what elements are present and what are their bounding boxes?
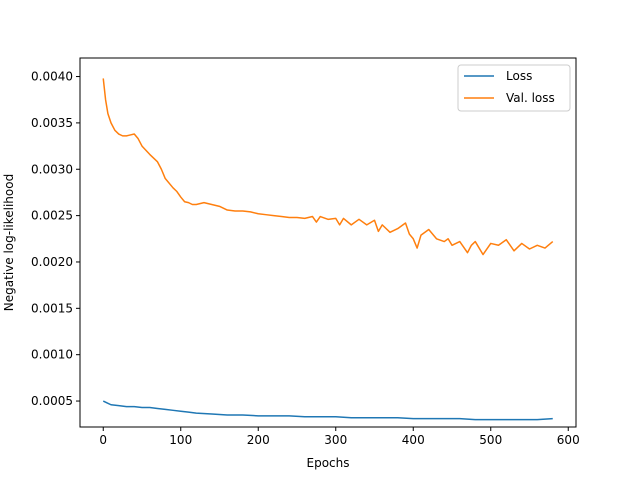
x-tick-label: 100 <box>169 433 192 447</box>
x-tick-label: 300 <box>324 433 347 447</box>
y-tick-label: 0.0020 <box>31 255 73 269</box>
y-tick-label: 0.0025 <box>31 209 73 223</box>
series-line-val-loss <box>102 78 554 256</box>
y-tick-label: 0.0035 <box>31 116 73 130</box>
axes-frame <box>79 57 577 428</box>
series-layer <box>102 78 554 421</box>
y-tick-label: 0.0040 <box>31 70 73 84</box>
x-tick-label: 0 <box>99 433 107 447</box>
legend-label: Val. loss <box>506 91 555 105</box>
y-tick-label: 0.0015 <box>31 301 73 315</box>
x-axis: 0 100 200 300 400 500 600 <box>99 427 580 447</box>
x-tick-label: 600 <box>557 433 580 447</box>
y-tick-label: 0.0010 <box>31 348 73 362</box>
x-axis-label: Epochs <box>307 456 350 470</box>
x-tick-label: 500 <box>479 433 502 447</box>
legend: Loss Val. loss <box>457 64 571 112</box>
x-tick-label: 400 <box>402 433 425 447</box>
y-tick-label: 0.0030 <box>31 162 73 176</box>
y-axis: 0.0005 0.0010 0.0015 0.0020 0.0025 0.0030 0.00… <box>31 70 80 408</box>
legend-label: Loss <box>506 69 532 83</box>
x-tick-label: 200 <box>247 433 270 447</box>
y-axis-label: Negative log-likelihood <box>2 174 16 311</box>
series-line-loss <box>102 400 553 421</box>
y-tick-label: 0.0005 <box>31 394 73 408</box>
